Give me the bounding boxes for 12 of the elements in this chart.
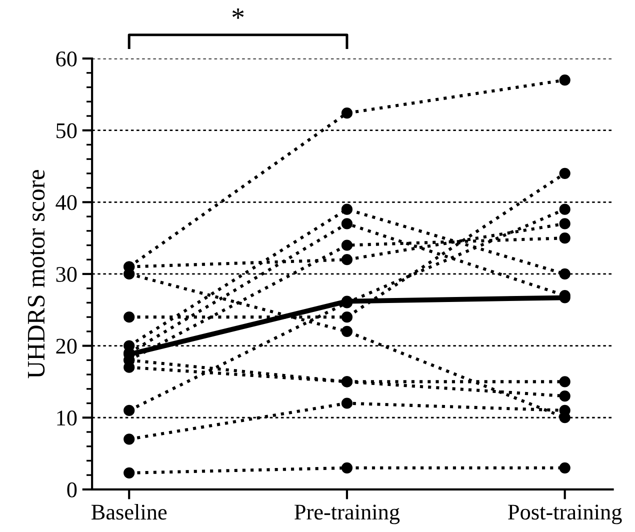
x-tick-label: Pre-training	[294, 504, 400, 524]
text: *	[232, 8, 244, 19]
x-tick-label: Post-training	[508, 504, 622, 524]
y-tick-label: 20	[56, 338, 77, 354]
y-tick-label: 60	[56, 51, 77, 66]
y-tick-label: 10	[57, 410, 77, 426]
y-tick-label: 40	[56, 195, 77, 210]
y-tick-label: 0	[67, 482, 77, 498]
y-axis-title: UHDRS motor score	[28, 170, 45, 378]
x-tick-label: Baseline	[91, 504, 167, 520]
y-tick-label: 30	[56, 266, 77, 282]
y-tick-label: 50	[56, 123, 77, 138]
